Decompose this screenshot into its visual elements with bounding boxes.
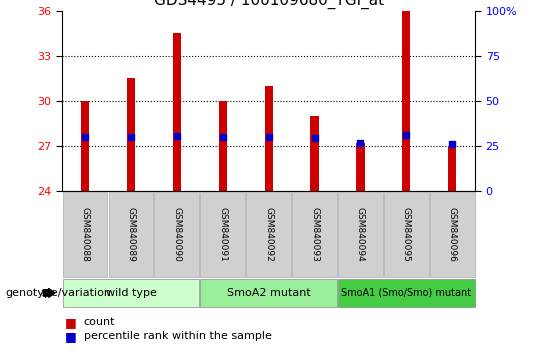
Point [402,133,410,138]
Bar [356,143,365,191]
Text: GSM840088: GSM840088 [80,207,90,262]
Point [448,141,456,147]
Text: GSM840091: GSM840091 [218,207,227,262]
Bar [448,146,456,191]
Text: GSM840096: GSM840096 [448,207,457,262]
Point [356,140,365,146]
Text: ■: ■ [65,316,77,329]
Text: GSM840095: GSM840095 [402,207,411,262]
Text: GSM840093: GSM840093 [310,207,319,262]
Bar [219,101,227,191]
Point [81,134,90,140]
Text: count: count [84,317,115,327]
Text: GSM840092: GSM840092 [264,207,273,262]
Point [172,133,181,139]
Text: SmoA2 mutant: SmoA2 mutant [227,288,310,298]
Point [218,134,227,140]
Point [310,135,319,141]
Text: wild type: wild type [105,288,157,298]
Text: ■: ■ [65,330,77,343]
Text: GSM840090: GSM840090 [172,207,181,262]
Text: genotype/variation: genotype/variation [5,288,111,298]
Text: GSM840094: GSM840094 [356,207,365,262]
Point [126,134,135,140]
Bar [310,116,319,191]
Text: SmoA1 (Smo/Smo) mutant: SmoA1 (Smo/Smo) mutant [341,288,471,298]
Bar [173,33,181,191]
Point [265,134,273,140]
Bar [127,78,135,191]
Bar [81,101,89,191]
Text: GSM840089: GSM840089 [126,207,136,262]
Text: percentile rank within the sample: percentile rank within the sample [84,331,272,341]
Bar [402,11,410,191]
Title: GDS4495 / 100109680_TGI_at: GDS4495 / 100109680_TGI_at [153,0,384,9]
Bar [265,86,273,191]
